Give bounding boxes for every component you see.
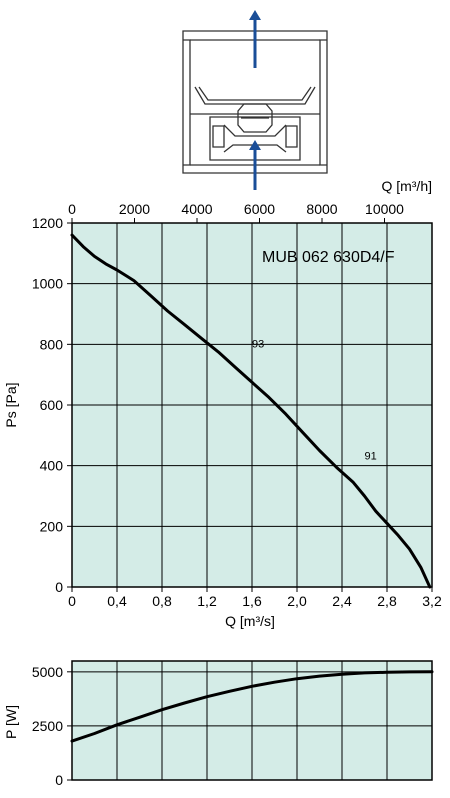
top-x-tick-label: 2000 bbox=[119, 201, 150, 217]
y-tick-label: 400 bbox=[40, 458, 64, 474]
pressure-curve bbox=[70, 233, 432, 589]
arrow-up-icon bbox=[249, 10, 261, 20]
y-tick-label: 0 bbox=[55, 772, 63, 788]
x-tick-label: 1,2 bbox=[197, 593, 217, 609]
x-tick-label: 0,4 bbox=[107, 593, 127, 609]
power-series bbox=[70, 670, 434, 743]
y-tick-label: 600 bbox=[40, 397, 64, 413]
airflow-arrows bbox=[249, 10, 261, 190]
y-tick-label: 1200 bbox=[32, 215, 63, 231]
pressure-annotations: 93 91 bbox=[252, 338, 377, 462]
x-tick-label: 0,8 bbox=[152, 593, 172, 609]
y-tick-label: 0 bbox=[55, 579, 63, 595]
arrow-up-icon bbox=[249, 140, 261, 150]
pressure-x-ticks: 0 0,4 0,8 1,2 1,6 2,0 2,4 2,8 3,2 bbox=[68, 587, 442, 609]
pressure-y-axis-label: Ps [Pa] bbox=[3, 382, 19, 427]
pressure-top-x-ticks: 0 2000 4000 6000 8000 10000 bbox=[68, 201, 404, 223]
fan-unit-diagram bbox=[182, 10, 328, 190]
x-tick-label: 3,2 bbox=[422, 593, 442, 609]
pressure-series bbox=[70, 233, 432, 589]
top-x-tick-label: 0 bbox=[68, 201, 76, 217]
y-tick-label: 200 bbox=[40, 518, 64, 534]
power-curve bbox=[70, 670, 434, 743]
pressure-y-ticks: 0 200 400 600 800 1000 1200 bbox=[32, 215, 72, 595]
y-tick-label: 800 bbox=[40, 336, 64, 352]
top-x-tick-label: 8000 bbox=[306, 201, 337, 217]
top-x-tick-label: 10000 bbox=[365, 201, 404, 217]
x-tick-label: 2,8 bbox=[377, 593, 397, 609]
efficiency-label: 91 bbox=[365, 451, 377, 463]
y-tick-label: 2500 bbox=[32, 718, 63, 734]
power-y-axis-label: P [W] bbox=[3, 705, 19, 739]
y-tick-label: 5000 bbox=[32, 664, 63, 680]
y-tick-label: 1000 bbox=[32, 276, 63, 292]
power-chart: 0 2500 5000 P [W] bbox=[3, 660, 434, 788]
x-tick-label: 2,0 bbox=[287, 593, 307, 609]
efficiency-label: 93 bbox=[252, 338, 264, 350]
pressure-top-x-axis-label: Q [m³/h] bbox=[381, 178, 432, 194]
pressure-grid bbox=[72, 223, 432, 587]
top-x-tick-label: 6000 bbox=[244, 201, 275, 217]
x-tick-label: 1,6 bbox=[242, 593, 262, 609]
power-y-ticks: 0 2500 5000 bbox=[32, 664, 72, 788]
pressure-chart: 93 91 0 200 400 600 800 1000 1200 0 0,4 0,8 1,2 1,6… bbox=[3, 178, 442, 629]
x-tick-label: 2,4 bbox=[332, 593, 352, 609]
pressure-chart-title: MUB 062 630D4/F bbox=[262, 249, 395, 266]
pressure-x-axis-label: Q [m³/s] bbox=[225, 613, 275, 629]
top-x-tick-label: 4000 bbox=[181, 201, 212, 217]
x-tick-label: 0 bbox=[68, 593, 76, 609]
